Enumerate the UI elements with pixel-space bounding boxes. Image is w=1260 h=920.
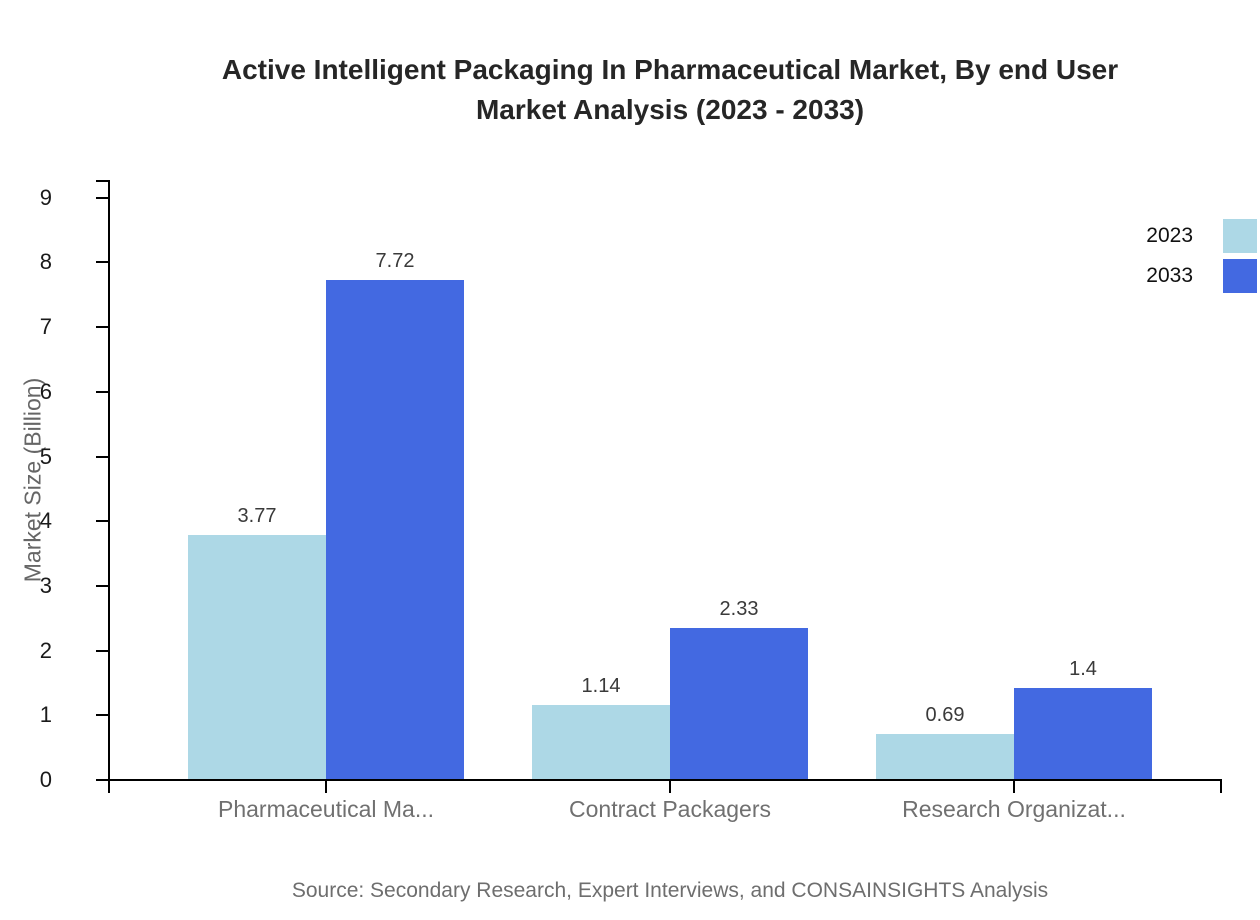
x-category-label-2: Research Organizat... [902,796,1126,822]
bar-value-2033-0: 7.72 [375,250,415,272]
bar-value-2023-2: 0.69 [925,704,965,726]
x-axis-line [108,779,1222,781]
y-tick-7 [96,326,108,328]
bar-2033-2 [1014,688,1152,779]
bar-2023-2 [876,734,1014,779]
y-tick-label-3: 3 [39,573,52,598]
y-tick-label-4: 4 [39,508,52,533]
y-tick-2 [96,650,108,652]
y-tick-0 [96,779,108,781]
y-tick-label-1: 1 [39,702,52,727]
x-tick-1 [669,779,671,793]
x-axis-end-cap [1220,779,1222,793]
y-tick-1 [96,714,108,716]
legend-swatch-2033 [1223,259,1257,293]
x-tick-0 [325,779,327,793]
legend-swatch-2023 [1223,219,1257,253]
x-category-label-1: Contract Packagers [569,796,771,822]
y-tick-label-7: 7 [39,314,52,339]
bar-2033-0 [326,280,464,779]
y-tick-label-2: 2 [39,638,52,663]
y-tick-label-8: 8 [39,249,52,274]
y-axis-top-cap [96,180,108,182]
x-tick-2 [1013,779,1015,793]
y-tick-6 [96,391,108,393]
y-tick-label-6: 6 [39,379,52,404]
x-category-label-0: Pharmaceutical Ma... [217,796,435,822]
y-tick-8 [96,261,108,263]
chart-title-line-2: Market Analysis (2023 - 2033) [475,94,865,125]
y-tick-5 [96,456,108,458]
bar-value-2023-0: 3.77 [237,505,277,527]
bar-value-2023-1: 1.14 [581,675,621,697]
legend-item-2033: 2033 [1146,259,1257,293]
y-tick-label-9: 9 [39,185,52,210]
legend-item-2023: 2023 [1146,219,1257,253]
y-tick-label-5: 5 [39,444,52,469]
chart-title-line-1: Active Intelligent Packaging In Pharmace… [221,54,1119,85]
y-axis-line [108,180,110,793]
y-tick-4 [96,520,108,522]
legend-label-2033: 2033 [1146,264,1193,287]
bar-value-2033-1: 2.33 [719,598,759,620]
y-tick-9 [96,197,108,199]
bar-2033-1 [670,628,808,779]
bar-2023-0 [188,535,326,779]
chart-title: Active Intelligent Packaging In Pharmace… [80,50,1260,130]
y-tick-label-0: 0 [39,767,52,792]
bar-value-2033-2: 1.4 [1069,658,1097,680]
y-tick-3 [96,585,108,587]
legend-label-2023: 2023 [1146,224,1193,247]
legend: 2023 2033 [1146,219,1257,299]
source-note: Source: Secondary Research, Expert Inter… [291,879,1049,902]
bar-2023-1 [532,705,670,779]
